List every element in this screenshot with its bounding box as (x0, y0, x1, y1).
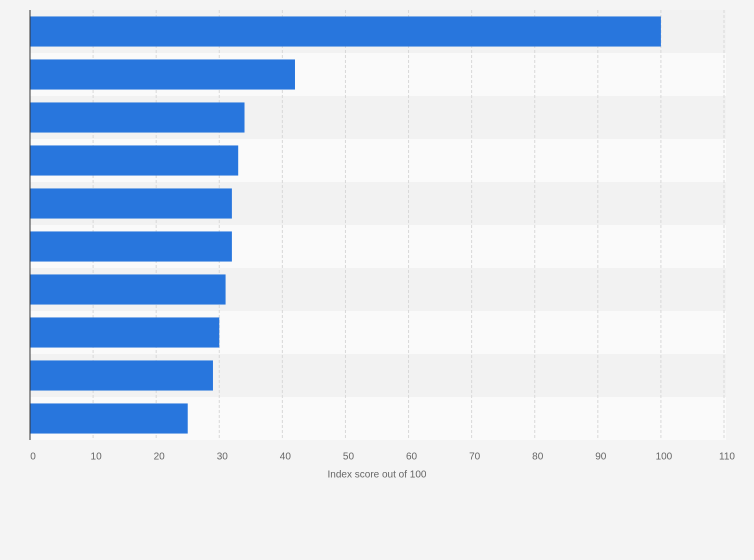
x-tick-label: 10 (91, 452, 103, 463)
x-tick-label: 20 (154, 452, 166, 463)
x-tick-label: 90 (595, 452, 607, 463)
bar (30, 231, 232, 262)
bar (30, 59, 295, 90)
bar (30, 274, 226, 305)
x-tick-label: 80 (532, 452, 544, 463)
x-tick-label: 70 (469, 452, 481, 463)
x-tick-label: 50 (343, 452, 355, 463)
x-tick-label: 60 (406, 452, 418, 463)
x-axis-label: Index score out of 100 (328, 470, 427, 481)
x-tick-label: 40 (280, 452, 292, 463)
x-tick-label: 100 (656, 452, 673, 463)
x-tick-label: 30 (217, 452, 229, 463)
bar (30, 403, 188, 434)
bar (30, 145, 239, 176)
bar (30, 360, 213, 391)
x-tick-label: 0 (30, 452, 36, 463)
bar (30, 102, 245, 133)
bar (30, 317, 220, 348)
x-tick-label: 110 (719, 452, 735, 463)
bar (30, 16, 661, 47)
bar (30, 188, 232, 219)
